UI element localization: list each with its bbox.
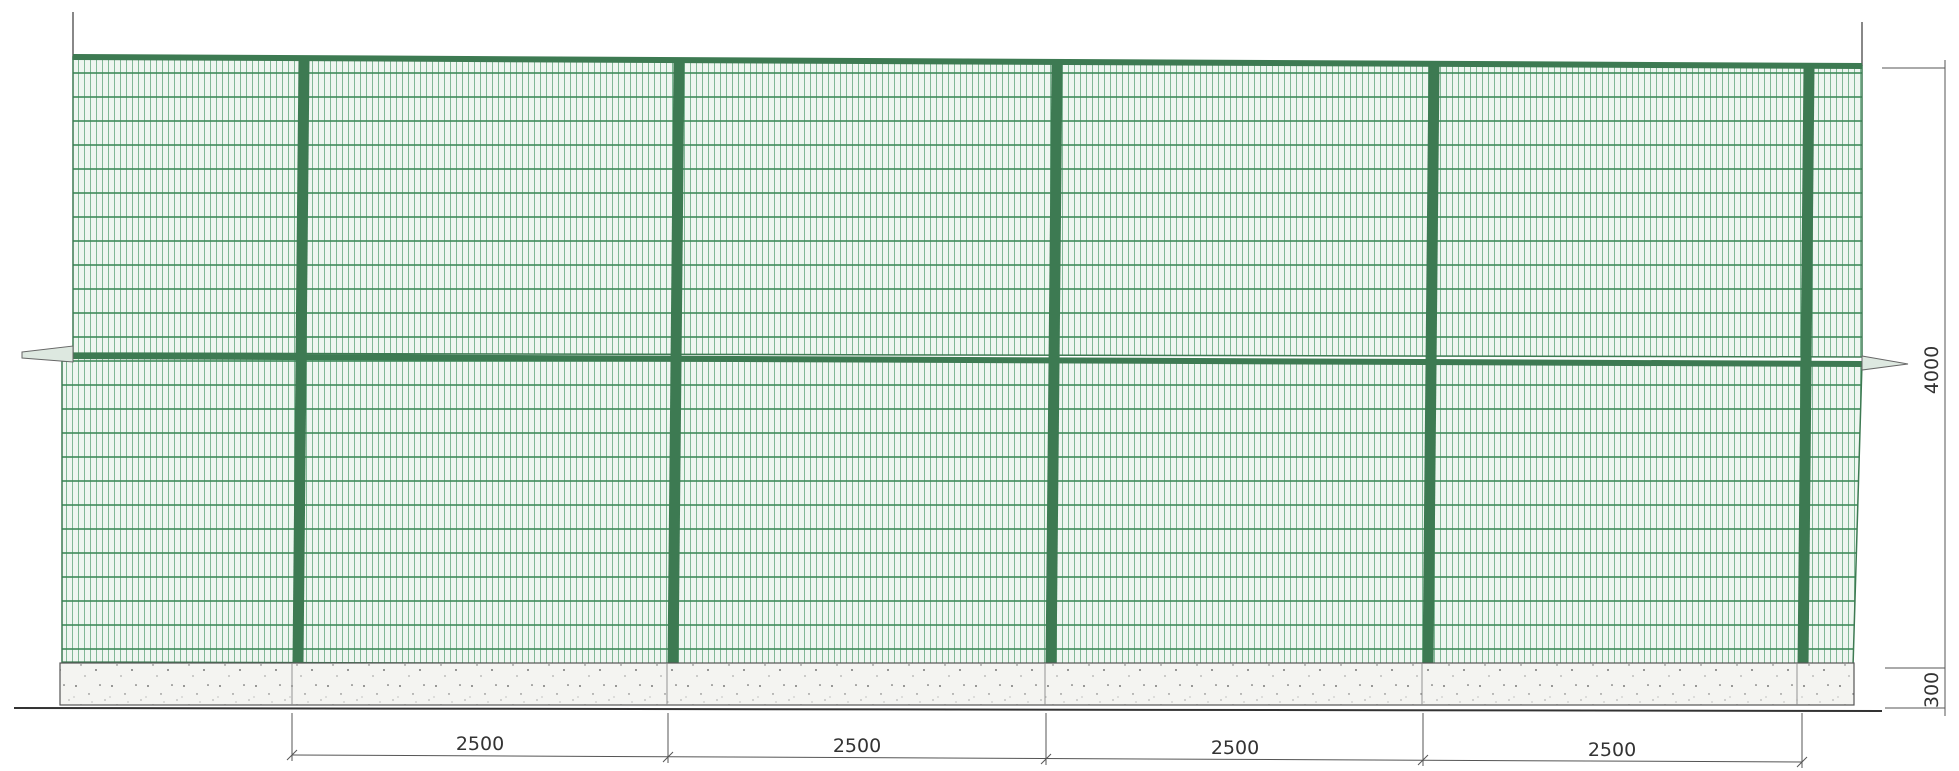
lower-mesh-tier xyxy=(61,354,1863,668)
post xyxy=(667,61,685,665)
base-height-dimension-label: 300 xyxy=(1921,672,1943,708)
post xyxy=(1797,67,1815,668)
post xyxy=(292,59,310,663)
ground-line xyxy=(13,707,1883,712)
post xyxy=(1422,65,1440,668)
span-dimension-label: 2500 xyxy=(456,733,504,755)
height-dimensions xyxy=(1882,60,1946,716)
span-dimension-label: 2500 xyxy=(1211,737,1259,759)
span-dimension-label: 2500 xyxy=(1588,739,1636,761)
post xyxy=(1045,63,1063,667)
posts xyxy=(292,59,1815,668)
height-dimension-label: 4000 xyxy=(1921,346,1943,394)
span-dimensions xyxy=(286,713,1808,768)
span-dimension-label: 2500 xyxy=(833,735,881,757)
middle-rail xyxy=(21,345,1909,371)
upper-mesh-tier xyxy=(72,54,1863,358)
break-lines xyxy=(72,12,1863,66)
concrete-base xyxy=(59,662,1855,706)
